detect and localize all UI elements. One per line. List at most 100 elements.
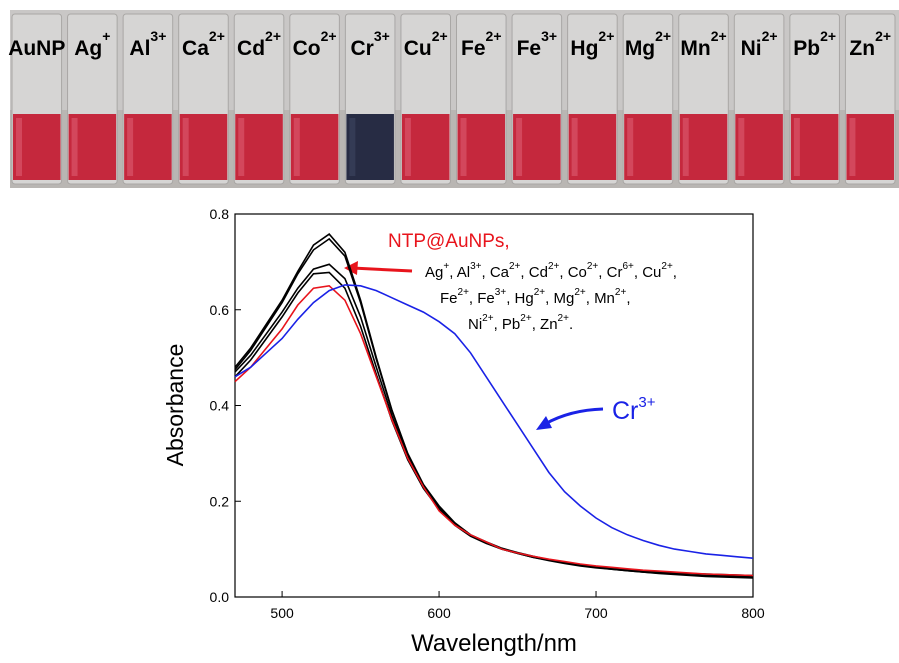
ion-charge: 2+ xyxy=(509,261,521,272)
ion-separator: , xyxy=(626,290,630,307)
ion-separator: , xyxy=(469,290,473,307)
ion-charge: 2+ xyxy=(482,313,494,324)
label-charge: 3+ xyxy=(541,28,557,44)
ion-separator: , xyxy=(598,264,602,281)
label-charge: 3+ xyxy=(150,28,166,44)
ion-charge: 2+ xyxy=(548,261,560,272)
label-charge: 2+ xyxy=(875,28,891,44)
label-charge: 2+ xyxy=(820,28,836,44)
ion-base: Co xyxy=(568,264,587,281)
ion-base: Zn xyxy=(540,316,558,333)
vial-highlight xyxy=(571,118,578,176)
label-charge: 2+ xyxy=(209,28,225,44)
vial-label: Co2+ xyxy=(293,28,337,60)
ion-base: Mn xyxy=(594,290,615,307)
ion-base: Ni xyxy=(468,316,482,333)
spectrum-line xyxy=(234,233,754,579)
ion-base: Hg xyxy=(515,290,534,307)
vial-label: Cu2+ xyxy=(404,28,448,60)
x-axis-label: Wavelength/nm xyxy=(411,630,577,657)
ion-charge: 2+ xyxy=(558,313,570,324)
y-tick-label: 0.8 xyxy=(210,206,230,222)
label-base: AuNP xyxy=(8,37,65,60)
ion-separator: , xyxy=(673,264,677,281)
cr-base: Cr xyxy=(612,397,638,425)
vial-highlight xyxy=(682,118,689,176)
label-base: Al xyxy=(129,37,150,60)
vial-highlight xyxy=(404,118,411,176)
vial-highlight xyxy=(293,118,300,176)
blue-arrow-head xyxy=(536,416,552,430)
vial-label: Fe2+ xyxy=(461,28,501,60)
vial-label: Mn2+ xyxy=(680,28,726,60)
ion-base: Cr xyxy=(607,264,623,281)
vial-label: Ni2+ xyxy=(741,28,778,60)
ion-charge: 2+ xyxy=(458,287,470,298)
ion-charge: 2+ xyxy=(587,261,599,272)
label-charge: 2+ xyxy=(655,28,671,44)
ion-separator: , xyxy=(494,316,498,333)
label-charge: 2+ xyxy=(762,28,778,44)
vial-label: Zn2+ xyxy=(849,28,891,60)
label-charge: 2+ xyxy=(711,28,727,44)
ion-separator: . xyxy=(569,316,573,333)
x-tick-label: 600 xyxy=(427,605,451,621)
vial-highlight xyxy=(349,118,356,176)
vial-label: Ag+ xyxy=(74,28,110,60)
x-tick-label: 500 xyxy=(270,605,294,621)
vial-highlight xyxy=(460,118,467,176)
label-charge: 2+ xyxy=(486,28,502,44)
label-base: Mg xyxy=(625,37,655,60)
vial-label: Cd2+ xyxy=(237,28,281,60)
label-charge: 2+ xyxy=(321,28,337,44)
vial-label: AuNP xyxy=(8,37,65,60)
label-base: Mn xyxy=(680,37,710,60)
y-tick-label: 0.0 xyxy=(210,589,230,605)
ion-charge: 2+ xyxy=(615,287,627,298)
ion-charge: 2+ xyxy=(574,287,586,298)
vial-label: Hg2+ xyxy=(570,28,614,60)
vial-label: Al3+ xyxy=(129,28,166,60)
vial-highlight xyxy=(71,118,78,176)
red-annotation: NTP@AuNPs, xyxy=(388,231,510,252)
vial-label: Ca2+ xyxy=(182,28,225,60)
vial-highlight xyxy=(16,118,22,176)
vial-highlight xyxy=(182,118,189,176)
ion-separator: , xyxy=(481,264,485,281)
ion-separator: , xyxy=(634,264,638,281)
vial-highlight xyxy=(127,118,134,176)
spectrum-line xyxy=(234,284,754,559)
red-arrow xyxy=(351,266,413,273)
ion-base: Cd xyxy=(529,264,548,281)
ion-base: Ca xyxy=(490,264,510,281)
label-charge: 2+ xyxy=(598,28,614,44)
ion-charge: + xyxy=(443,261,449,272)
label-base: Co xyxy=(293,37,321,60)
cr-annotation: Cr3+ xyxy=(612,394,656,425)
ion-charge: 2+ xyxy=(534,287,546,298)
vial-highlight xyxy=(849,118,856,176)
label-base: Ca xyxy=(182,37,209,60)
vial-photo: AuNP Ag+Al3+Ca2+Cd2+Co2+Cr3+Cu2+Fe2+Fe3+H… xyxy=(8,10,899,188)
ion-base: Fe xyxy=(477,290,495,307)
x-tick-label: 800 xyxy=(741,605,765,621)
ion-charge: 3+ xyxy=(495,287,507,298)
ion-list-line: Ni2+, Pb2+, Zn2+. xyxy=(468,313,573,333)
vial-label: Pb2+ xyxy=(793,28,836,60)
label-base: Fe xyxy=(461,37,486,60)
ion-separator: , xyxy=(506,290,510,307)
vial-highlight xyxy=(238,118,245,176)
vial-label: Fe3+ xyxy=(517,28,557,60)
red-arrow-head xyxy=(344,261,358,275)
ion-charge: 2+ xyxy=(661,261,673,272)
ion-charge: 6+ xyxy=(622,261,634,272)
ion-separator: , xyxy=(449,264,453,281)
ion-base: Al xyxy=(457,264,470,281)
label-charge: + xyxy=(102,28,110,44)
ion-separator: , xyxy=(586,290,590,307)
vial-highlight xyxy=(627,118,634,176)
blue-arrow xyxy=(544,407,604,426)
label-base: Ni xyxy=(741,37,762,60)
label-base: Cd xyxy=(237,37,265,60)
ion-list-line: Fe2+, Fe3+, Hg2+, Mg2+, Mn2+, xyxy=(440,287,630,307)
